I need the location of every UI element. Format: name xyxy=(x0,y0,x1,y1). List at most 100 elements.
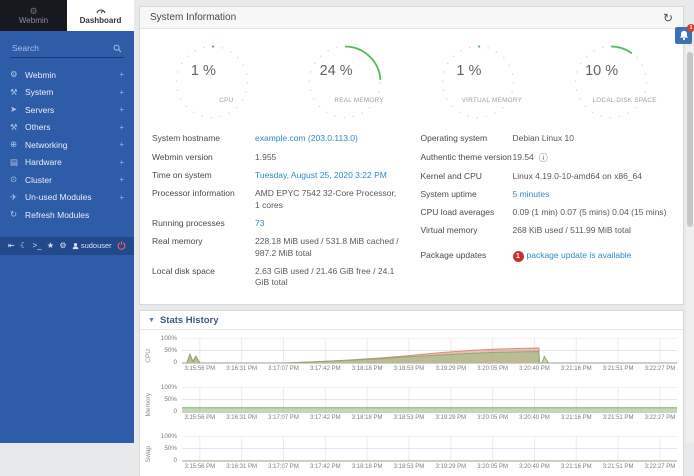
info-value-link[interactable]: Tuesday, August 25, 2020 3:22 PM xyxy=(255,170,387,181)
sidebar-item-servers[interactable]: ➤Servers+ xyxy=(0,101,134,119)
x-tick-label: 3:16:31 PM xyxy=(226,464,257,470)
sidebar-item-system[interactable]: ⚒System + xyxy=(0,84,134,102)
gauge-percent-value: 24 % xyxy=(303,63,369,79)
x-tick-label: 3:20:40 PM xyxy=(519,415,550,421)
sidebar-item-others[interactable]: ⚒Others+ xyxy=(0,119,134,137)
cluster-icon: ⊙ xyxy=(10,174,25,185)
sidebar-item-refresh-modules[interactable]: ↻Refresh Modules xyxy=(0,206,134,224)
info-value: Debian Linux 10 xyxy=(513,133,574,144)
user-icon xyxy=(72,242,79,250)
sidebar-item-label: Networking xyxy=(25,140,68,150)
user-menu[interactable]: sudouser xyxy=(72,241,112,250)
sidebar-item-label: Refresh Modules xyxy=(25,210,89,220)
stats-history-header[interactable]: ▼ Stats History xyxy=(140,311,683,330)
panel-header: System Information ↻ xyxy=(140,7,683,29)
x-tick-label: 3:22:27 PM xyxy=(645,415,676,421)
x-tick-label: 3:21:51 PM xyxy=(603,415,634,421)
gauge-cpu: 1 % CPU xyxy=(146,40,279,124)
x-tick-label: 3:16:31 PM xyxy=(226,415,257,421)
gauge-label: VIRTUAL MEMORY xyxy=(450,97,534,104)
x-tick-label: 3:20:05 PM xyxy=(477,464,508,470)
bell-icon xyxy=(679,30,689,41)
chevron-down-icon: ▼ xyxy=(148,317,155,324)
expand-plus-icon: + xyxy=(119,105,124,114)
tab-webmin[interactable]: ⚙ Webmin xyxy=(0,0,67,31)
expand-plus-icon: + xyxy=(119,70,124,79)
info-label: Operating system xyxy=(421,133,513,144)
gauge-percent-value: 1 % xyxy=(170,63,236,79)
refresh-icon[interactable]: ↻ xyxy=(663,12,673,24)
collapse-sidebar-icon[interactable]: ⇤ xyxy=(8,241,15,250)
terminal-icon[interactable]: >_ xyxy=(32,241,41,250)
gauge-dial: 1 %VIRTUAL MEMORY xyxy=(436,40,520,124)
favorites-icon[interactable]: ★ xyxy=(47,241,54,250)
x-tick-label: 3:22:27 PM xyxy=(645,464,676,470)
chart-axis-title: Memory xyxy=(142,387,155,423)
search-icon[interactable] xyxy=(113,44,122,53)
sidebar-item-cluster[interactable]: ⊙Cluster+ xyxy=(0,171,134,189)
expand-plus-icon: + xyxy=(119,175,124,184)
tools-icon: ⚒ xyxy=(10,87,25,98)
info-value: AMD EPYC 7542 32-Core Processor, 1 cores xyxy=(255,188,403,211)
hard-drive-icon: ▤ xyxy=(10,157,25,168)
scrollbar-thumb[interactable] xyxy=(687,52,693,227)
chart-plot xyxy=(182,436,677,462)
info-label: Package updates xyxy=(421,250,513,262)
x-tick-label: 3:21:51 PM xyxy=(603,366,634,372)
sidebar-item-webmin[interactable]: ⚙Webmin+ xyxy=(0,66,134,84)
scrollbar-track[interactable] xyxy=(686,46,694,443)
x-tick-label: 3:20:05 PM xyxy=(477,415,508,421)
info-value: 2.63 GiB used / 21.46 GiB free / 24.1 Gi… xyxy=(255,266,403,289)
y-tick-label: 0 xyxy=(173,408,177,415)
sidebar-item-un-used-modules[interactable]: ✈Un-used Modules+ xyxy=(0,189,134,207)
y-tick-label: 100% xyxy=(161,433,177,440)
info-value: 19.54 xyxy=(513,152,534,164)
x-tick-label: 3:21:16 PM xyxy=(561,366,592,372)
tab-dashboard[interactable]: Dashboard xyxy=(67,0,134,31)
chart-plot xyxy=(182,387,677,413)
sidebar-menu: ⚙Webmin+⚒System+➤Servers+⚒Others+⊕Networ… xyxy=(0,66,134,224)
y-tick-label: 0 xyxy=(173,457,177,464)
content: System Information ↻ 1 % CPU 24 %REAL MEMO… xyxy=(139,6,684,476)
gauge-dial: 24 %REAL MEMORY xyxy=(303,40,387,124)
info-label: System uptime xyxy=(421,189,513,200)
sidebar-footer-bar: ⇤ ☾ >_ ★ ⚙ sudouser xyxy=(0,237,134,255)
tab-dashboard-label: Dashboard xyxy=(80,16,122,25)
night-mode-icon[interactable]: ☾ xyxy=(20,241,27,250)
info-value-link[interactable]: example.com (203.0.113.0) xyxy=(255,133,358,144)
x-tick-label: 3:15:56 PM xyxy=(184,366,215,372)
y-tick-label: 100% xyxy=(161,335,177,342)
sidebar-item-networking[interactable]: ⊕Networking+ xyxy=(0,136,134,154)
expand-plus-icon: + xyxy=(119,193,124,202)
x-tick-label: 3:21:51 PM xyxy=(603,464,634,470)
x-tick-label: 3:21:16 PM xyxy=(561,464,592,470)
search-input[interactable] xyxy=(12,43,113,53)
info-label: Real memory xyxy=(152,236,255,259)
gauge-label: CPU xyxy=(184,97,268,104)
info-circle-icon[interactable]: ⓘ xyxy=(539,152,548,164)
notifications-bell-button[interactable]: 1 xyxy=(675,27,692,44)
sidebar-item-hardware[interactable]: ▤Hardware+ xyxy=(0,154,134,172)
sidebar-item-label: System xyxy=(25,87,53,97)
settings-icon[interactable]: ⚙ xyxy=(59,241,66,250)
expand-plus-icon: + xyxy=(119,88,124,97)
info-value: 228.18 MiB used / 531.8 MiB cached / 987… xyxy=(255,236,403,259)
x-tick-label: 3:15:56 PM xyxy=(184,464,215,470)
logout-power-icon[interactable] xyxy=(117,241,126,250)
gauge-label: LOCAL DISK SPACE xyxy=(583,97,667,104)
info-value-link[interactable]: 5 minutes xyxy=(513,189,550,200)
x-tick-label: 3:17:42 PM xyxy=(310,366,341,372)
info-value-link[interactable]: 73 xyxy=(255,218,264,229)
chart-axis-title-text: Swap xyxy=(145,446,152,462)
chart-yticks: 100%50%0 xyxy=(155,338,182,374)
